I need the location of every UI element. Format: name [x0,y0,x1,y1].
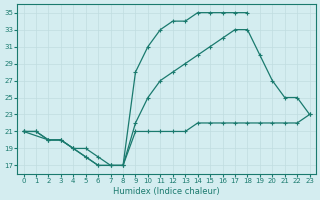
X-axis label: Humidex (Indice chaleur): Humidex (Indice chaleur) [113,187,220,196]
